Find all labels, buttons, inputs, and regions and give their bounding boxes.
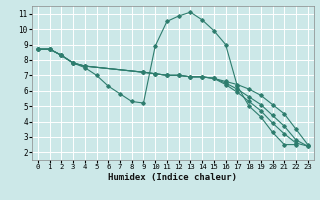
X-axis label: Humidex (Indice chaleur): Humidex (Indice chaleur) <box>108 173 237 182</box>
